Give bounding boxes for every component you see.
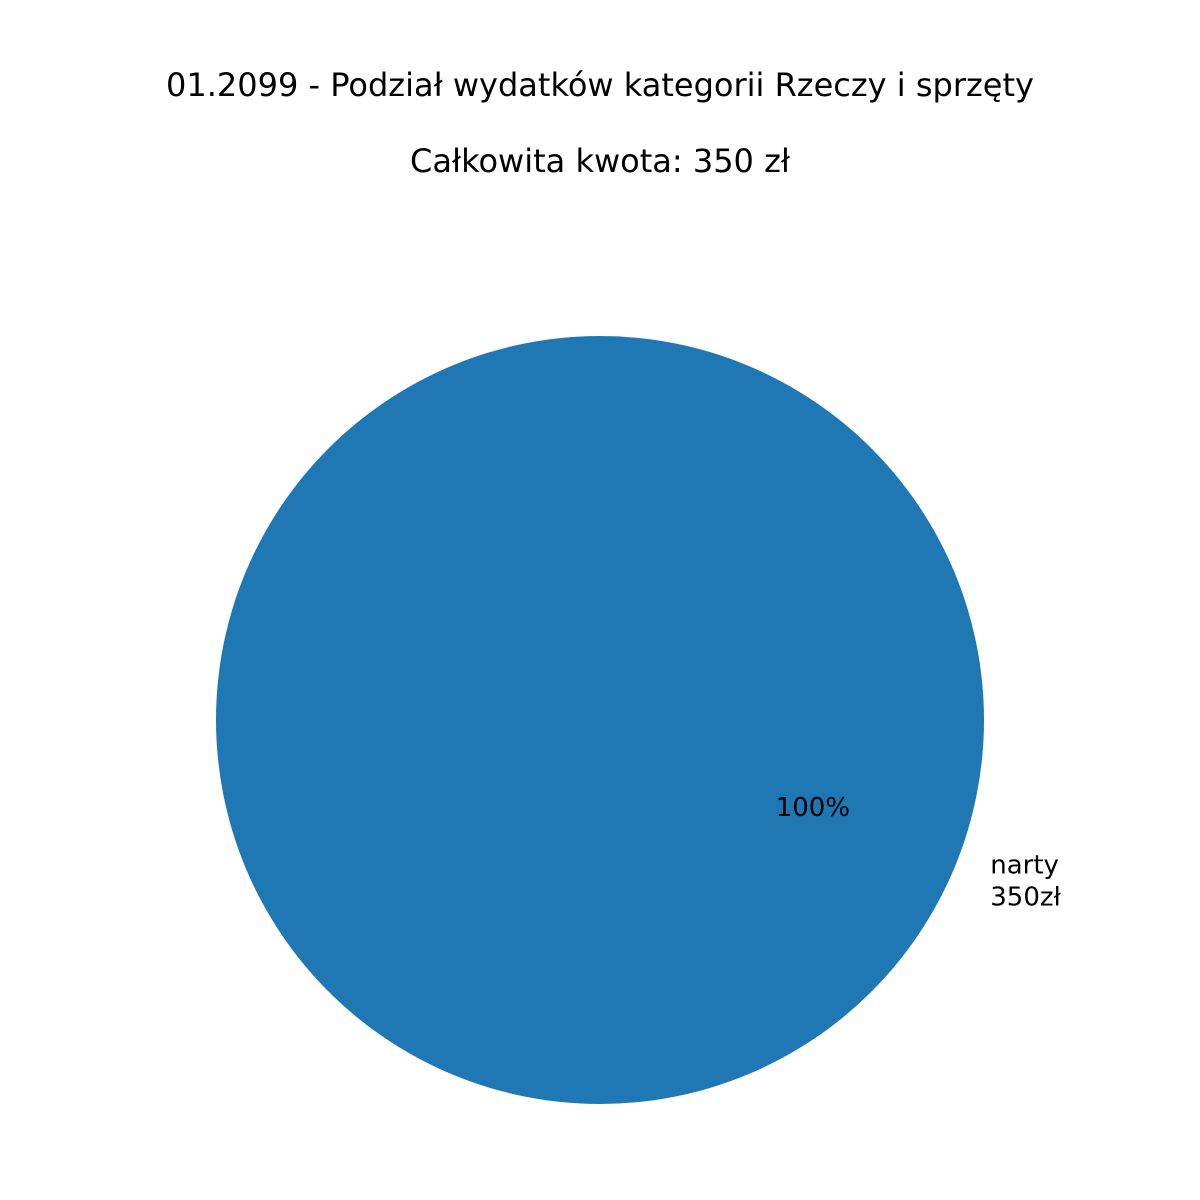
pie-slice-amount: 350zł <box>990 883 1061 913</box>
pie-percent-label: 100% <box>776 793 850 823</box>
pie-slice-label: narty 350zł <box>990 851 1061 913</box>
pie-slice-narty <box>216 336 984 1104</box>
pie-slice-name: narty <box>990 851 1059 881</box>
chart-title: 01.2099 - Podział wydatków kategorii Rze… <box>166 66 1034 104</box>
chart-subtitle: Całkowita kwota: 350 zł <box>410 142 790 180</box>
